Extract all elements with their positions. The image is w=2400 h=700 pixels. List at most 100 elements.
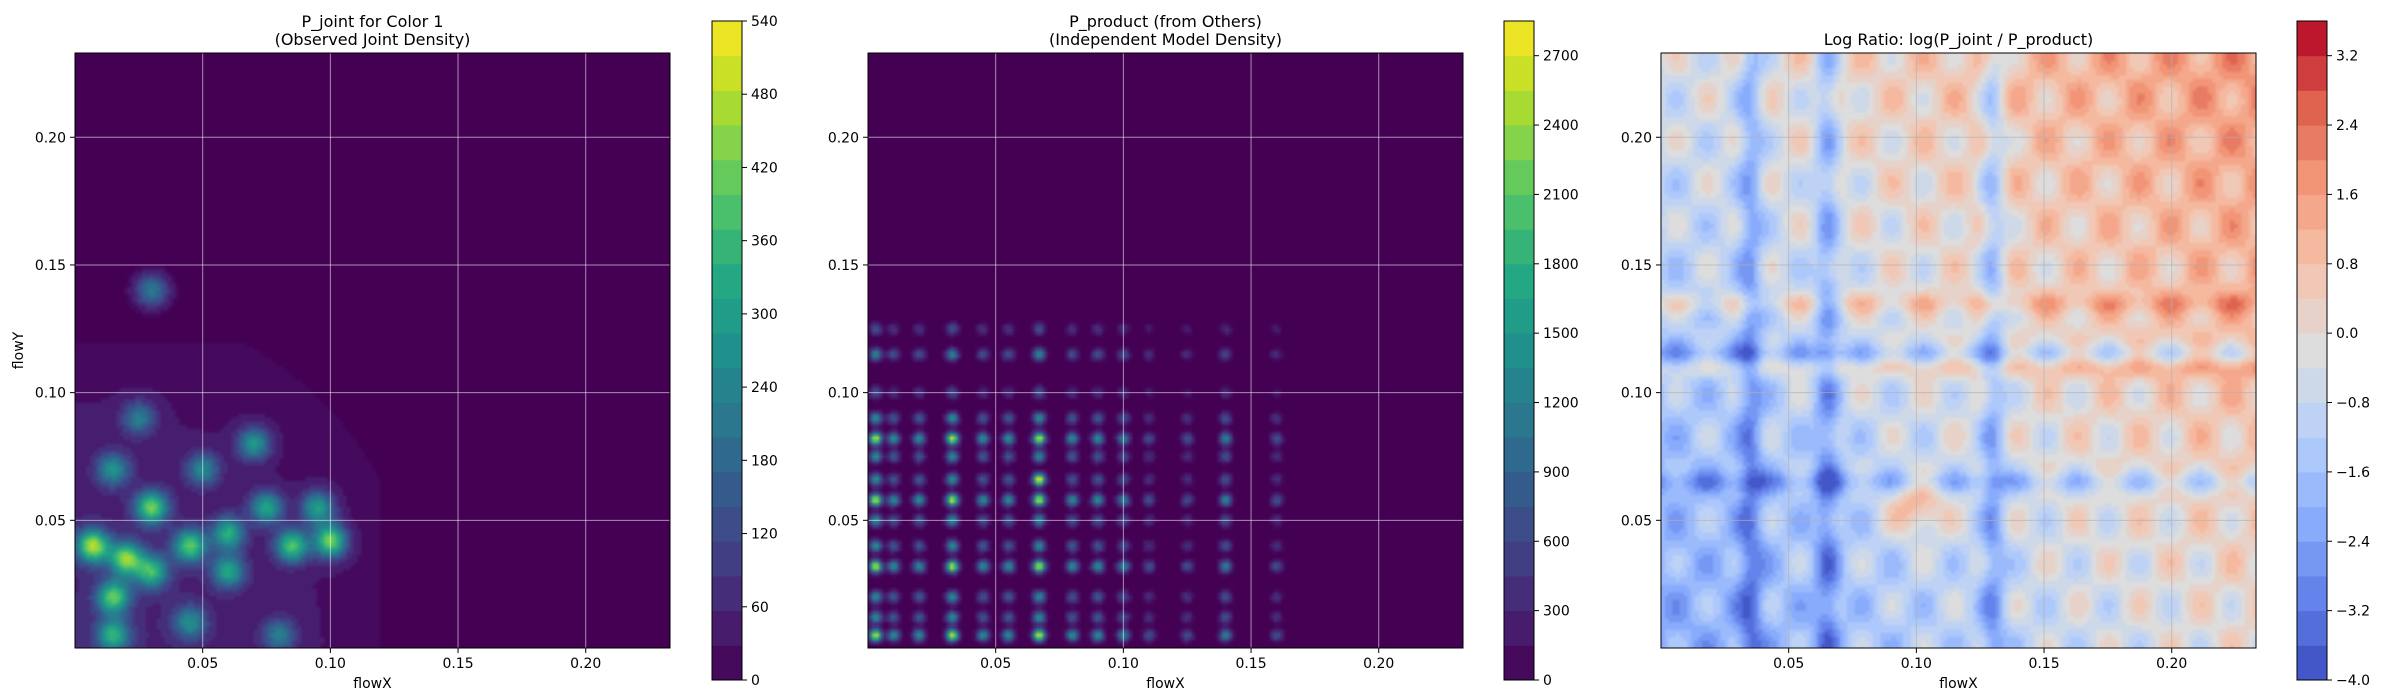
- colorbar-segment: [1504, 367, 1534, 404]
- colorbar-tick-label: 360: [751, 234, 778, 250]
- axes-frame: [867, 52, 1464, 649]
- colorbar-tick-label: 1500: [1543, 326, 1579, 342]
- colorbar-segment: [2297, 367, 2327, 404]
- colorbar-segment: [712, 125, 742, 161]
- y-tick-label: 0.20: [35, 130, 66, 146]
- x-tick-label: 0.15: [442, 656, 473, 672]
- colorbar-segment: [2297, 402, 2327, 438]
- colorbar-segment: [2297, 471, 2327, 508]
- colorbar-tick-label: 1200: [1543, 396, 1579, 412]
- chart-title: (Observed Joint Density): [275, 30, 471, 49]
- x-tick-label: 0.20: [1363, 656, 1394, 672]
- colorbar-segment: [712, 55, 742, 91]
- colorbar-segment: [1504, 437, 1534, 473]
- colorbar-segment: [2297, 229, 2327, 265]
- colorbar-segment: [712, 471, 742, 508]
- axes-frame: [74, 52, 671, 649]
- colorbar-tick-label: 2.4: [2336, 118, 2358, 134]
- colorbar-segment: [2297, 506, 2327, 542]
- colorbar-segment: [712, 90, 742, 126]
- colorbar-segment: [712, 263, 742, 299]
- colorbar-tick-label: 120: [751, 527, 778, 543]
- colorbar-segment: [1504, 471, 1534, 508]
- y-tick-label: 0.05: [828, 513, 859, 529]
- colorbar-segment: [712, 333, 742, 369]
- colorbar-tick-label: 2700: [1543, 49, 1579, 65]
- colorbar-segment: [1504, 159, 1534, 195]
- y-tick-label: 0.15: [1621, 258, 1652, 274]
- colorbar-segment: [2297, 610, 2327, 646]
- colorbar-tick-label: 2100: [1543, 187, 1579, 203]
- colorbar-tick-label: 0.8: [2336, 257, 2358, 273]
- colorbar-segment: [1504, 645, 1534, 681]
- colorbar-segment: [712, 21, 742, 57]
- x-tick-label: 0.10: [1901, 656, 1932, 672]
- colorbar-segment: [712, 645, 742, 681]
- colorbar-tick-label: −2.4: [2336, 534, 2370, 550]
- chart-title: P_product (from Others): [1069, 12, 1262, 32]
- heatmap-image: [75, 53, 670, 648]
- colorbar-tick-label: 240: [751, 380, 778, 396]
- colorbar-segment: [712, 367, 742, 404]
- colorbar: −4.0 −3.2 −2.4 −1.6 −0.8 0.0 0.8 1.6 2.4 3.2: [2296, 20, 2370, 689]
- colorbar-segment: [2297, 194, 2327, 230]
- colorbar-tick-label: 600: [1543, 534, 1570, 550]
- panel-1: 0.05 0.10 0.15 0.20 0.05 0.10 0.15 0.20 P_joint …: [11, 12, 778, 692]
- colorbar-segment: [1504, 229, 1534, 265]
- colorbar-tick-label: 0: [1543, 673, 1552, 689]
- colorbar-segment: [1504, 575, 1534, 612]
- x-tick-label: 0.05: [1773, 656, 1804, 672]
- x-tick-label: 0.20: [570, 656, 601, 672]
- colorbar-tick-label: 540: [751, 14, 778, 30]
- panel-2: 0.05 0.10 0.15 0.20 0.05 0.10 0.15 0.20 P_produc…: [828, 12, 1579, 692]
- x-tick-label: 0.05: [187, 656, 218, 672]
- colorbar-segment: [2297, 159, 2327, 195]
- colorbar-tick-label: 1.6: [2336, 187, 2358, 203]
- colorbar-segment: [2297, 90, 2327, 126]
- y-tick-label: 0.10: [35, 386, 66, 402]
- colorbar-segment: [712, 575, 742, 612]
- y-tick-label: 0.10: [1621, 386, 1652, 402]
- colorbar-segment: [2297, 333, 2327, 369]
- colorbar-tick-label: 420: [751, 160, 778, 176]
- colorbar-segment: [712, 402, 742, 438]
- colorbar: 0 300 600 900 1200 1500 1800 2100 2400 2700: [1503, 20, 1579, 689]
- colorbar-tick-label: 0.0: [2336, 326, 2358, 342]
- colorbar-segment: [712, 437, 742, 473]
- colorbar-segment: [2297, 55, 2327, 91]
- x-tick-label: 0.05: [980, 656, 1011, 672]
- colorbar-segment: [2297, 575, 2327, 612]
- colorbar-segment: [1504, 90, 1534, 126]
- colorbar-tick-label: −1.6: [2336, 465, 2370, 481]
- panel-3: 0.05 0.10 0.15 0.20 0.05 0.10 0.15 0.20 Log Rati…: [1621, 20, 2370, 692]
- colorbar-tick-label: 180: [751, 453, 778, 469]
- colorbar-segment: [1504, 21, 1534, 57]
- y-tick-label: 0.05: [1621, 513, 1652, 529]
- y-tick-label: 0.15: [828, 258, 859, 274]
- x-tick-label: 0.10: [1108, 656, 1139, 672]
- colorbar-segment: [1504, 263, 1534, 299]
- colorbar-segment: [712, 229, 742, 265]
- colorbar-segment: [1504, 55, 1534, 91]
- colorbar-frame: [2296, 20, 2328, 681]
- colorbar-segment: [712, 610, 742, 646]
- colorbar-tick-label: 0: [751, 673, 760, 689]
- colorbar-segment: [1504, 402, 1534, 438]
- x-tick-label: 0.15: [1235, 656, 1266, 672]
- colorbar-segment: [1504, 125, 1534, 161]
- y-tick-label: 0.10: [828, 386, 859, 402]
- colorbar-segment: [1504, 506, 1534, 542]
- colorbar-segment: [2297, 21, 2327, 57]
- colorbar-segment: [2297, 437, 2327, 473]
- colorbar-tick-label: −3.2: [2336, 604, 2370, 620]
- x-axis-label: flowX: [1146, 676, 1185, 692]
- y-tick-label: 0.20: [1621, 130, 1652, 146]
- colorbar-segment: [2297, 645, 2327, 681]
- colorbar-tick-label: 1800: [1543, 257, 1579, 273]
- colorbar-segment: [1504, 610, 1534, 646]
- colorbar-frame: [1503, 20, 1535, 681]
- x-axis-label: flowX: [353, 676, 392, 692]
- colorbar-frame: [711, 20, 743, 681]
- colorbar-segment: [1504, 333, 1534, 369]
